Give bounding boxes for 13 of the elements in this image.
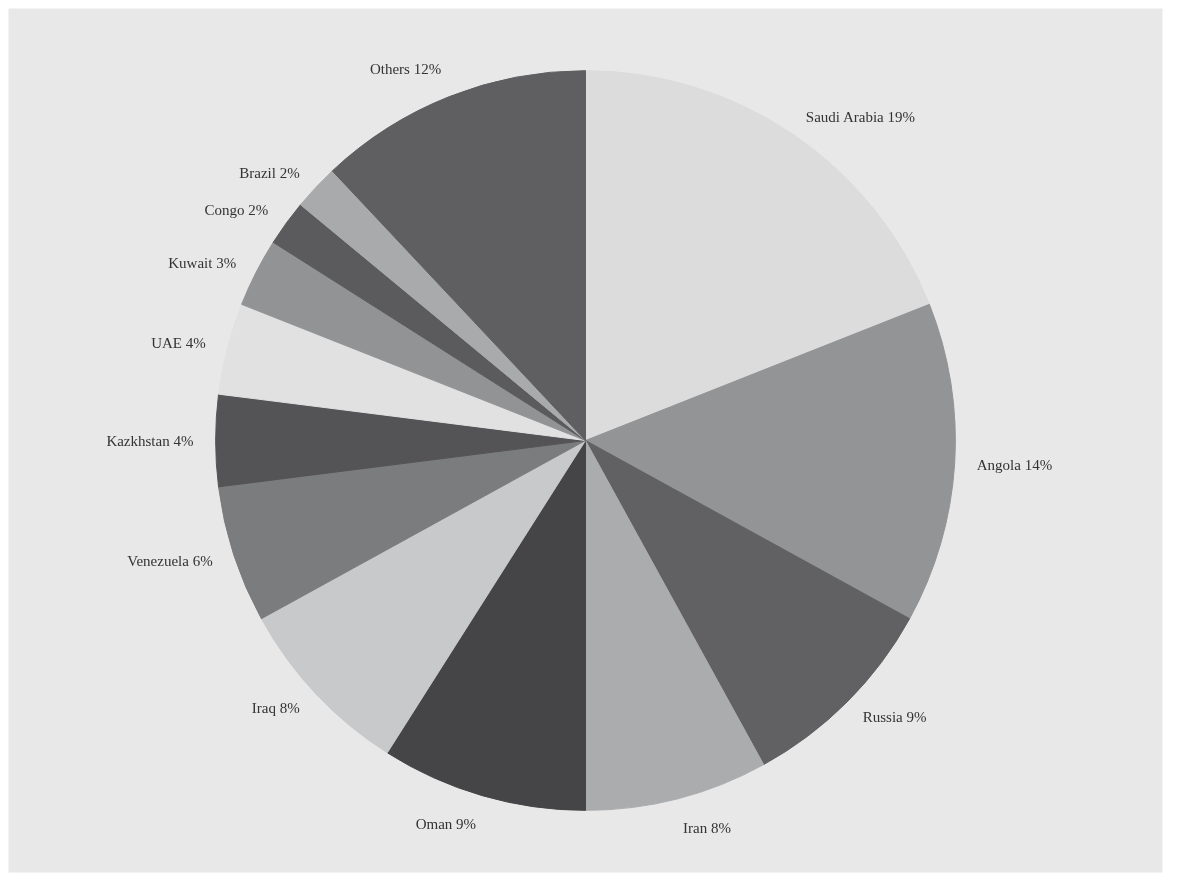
slice-label: Kuwait 3% [168, 254, 237, 271]
slice-label: Venezuela 6% [127, 553, 213, 570]
slice-label: Iraq 8% [251, 700, 300, 717]
slice-label: Brazil 2% [239, 164, 300, 181]
slice-label: Kazkhstan 4% [106, 432, 194, 449]
slice-label: Russia 9% [862, 709, 927, 726]
slice-label: Others 12% [369, 60, 442, 77]
slice-label: Oman 9% [415, 816, 477, 833]
slice-label: Congo 2% [204, 202, 269, 219]
slice-label: Iran 8% [683, 819, 731, 836]
slice-label: Angola 14% [976, 457, 1053, 474]
slice-label: Saudi Arabia 19% [805, 108, 916, 125]
slice-label: UAE 4% [151, 335, 206, 352]
